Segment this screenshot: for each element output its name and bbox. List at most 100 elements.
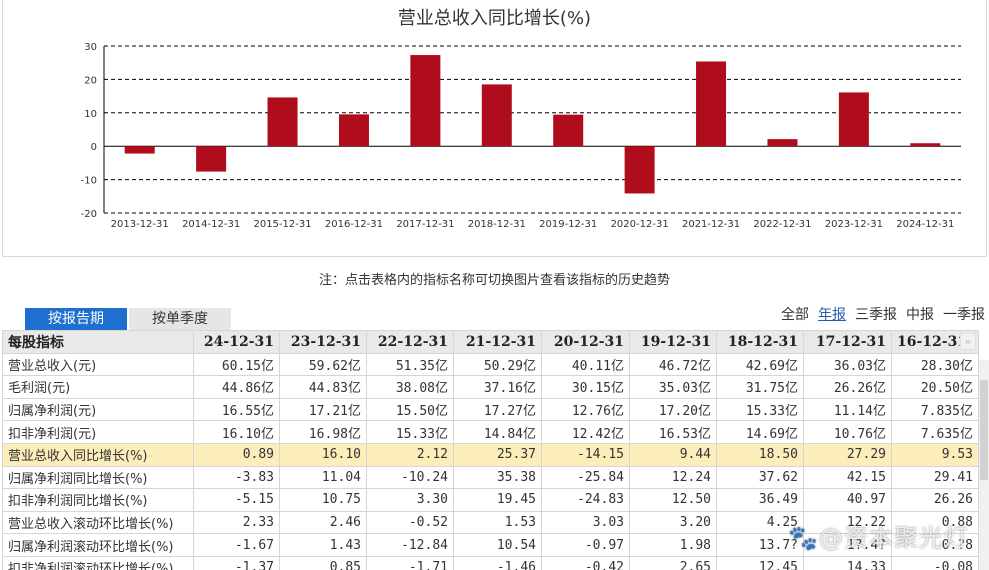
table-cell: 46.72亿 [629, 352, 717, 377]
bar[interactable] [553, 114, 584, 147]
table-cell: 50.29亿 [453, 352, 542, 377]
table-cell: -1.46 [453, 555, 542, 570]
y-tick-label: -10 [81, 176, 97, 187]
indicator-name-link[interactable]: 扣非净利润同比增长(%) [2, 488, 194, 512]
table-cell: 16.10亿 [193, 420, 280, 444]
table-cell: 2.33 [193, 510, 280, 535]
table-cell: -0.97 [541, 533, 630, 557]
x-tick-label: 2024-12-31 [896, 219, 954, 230]
table-cell: 16.53亿 [629, 420, 717, 444]
header-indicator: 每股指标 [2, 330, 194, 354]
column-header: 19-12-31 [629, 330, 717, 354]
table-cell: 7.635亿 [891, 420, 979, 444]
table-cell: 3.30 [366, 488, 454, 512]
bar[interactable] [481, 84, 512, 147]
table-cell: 0.85 [279, 555, 367, 570]
bar[interactable] [767, 139, 798, 147]
x-tick-label: 2013-12-31 [111, 219, 169, 230]
table-header-row: 每股指标 24-12-31 23-12-31 22-12-31 21-12-31… [2, 330, 979, 354]
indicator-name-link[interactable]: 营业总收入同比增长(%) [2, 442, 194, 467]
table-cell: 15.33亿 [716, 397, 804, 422]
table-cell: 9.44 [629, 442, 717, 467]
indicator-name-link[interactable]: 扣非净利润(元) [2, 420, 194, 444]
x-tick-label: 2022-12-31 [753, 219, 811, 230]
table-cell: 12.42亿 [541, 420, 630, 444]
table-cell: 3.20 [629, 510, 717, 535]
table-cell: 0.89 [193, 442, 280, 467]
table-cell: 15.33亿 [366, 420, 454, 444]
bar[interactable] [196, 146, 227, 172]
bar[interactable] [696, 61, 727, 147]
table-cell: 42.15 [803, 465, 892, 490]
table-cell: 0.88 [891, 510, 979, 535]
table-cell: 14.69亿 [716, 420, 804, 444]
table-cell: -1.37 [193, 555, 280, 570]
filter-all[interactable]: 全部 [781, 307, 809, 323]
table-cell: 0.?8 [891, 533, 979, 557]
table-cell: 1.53 [453, 510, 542, 535]
scrollbar-thumb[interactable] [980, 380, 988, 480]
table-cell: 7.835亿 [891, 397, 979, 422]
column-header: 20-12-31 [541, 330, 630, 354]
table-cell: 35.38 [453, 465, 542, 490]
table-cell: -25.84 [541, 465, 630, 490]
indicator-name-link[interactable]: 营业总收入滚动环比增长(%) [2, 510, 194, 535]
tab-by-report-period[interactable]: 按报告期 [25, 308, 127, 330]
indicator-name-link[interactable]: 归属净利润滚动环比增长(%) [2, 533, 194, 557]
hint-note: 注：点击表格内的指标名称可切换图片查看该指标的历史趋势 [318, 273, 670, 288]
table-cell: -12.84 [366, 533, 454, 557]
table-cell: 26.26 [891, 488, 979, 512]
table-cell: -24.83 [541, 488, 630, 512]
table-cell: 25.37 [453, 442, 542, 467]
table-cell: 17.21亿 [279, 397, 367, 422]
table-cell: 12.24 [629, 465, 717, 490]
scroll-right-icon[interactable]: » [960, 333, 976, 350]
indicator-name-link[interactable]: 营业总收入(元) [2, 352, 194, 377]
table-row: 扣非净利润滚动环比增长(%) -1.37 0.85 -1.71 -1.46 -0.42 2.… [2, 555, 979, 570]
x-tick-label: 2014-12-31 [182, 219, 240, 230]
table-cell: 2.12 [366, 442, 454, 467]
chart-title: 营业总收入同比增长(%) [397, 8, 592, 29]
period-filter: 全部 年报 三季报 中报 一季报 [781, 304, 985, 324]
table-cell: 12.50 [629, 488, 717, 512]
table-cell: 17.27亿 [453, 397, 542, 422]
table-cell: 11.04 [279, 465, 367, 490]
table-cell: 12.76亿 [541, 397, 630, 422]
bar[interactable] [624, 146, 655, 194]
bar[interactable] [338, 114, 369, 147]
table-cell: 1?.4? [803, 533, 892, 557]
indicator-name-link[interactable]: 扣非净利润滚动环比增长(%) [2, 555, 194, 570]
bar[interactable] [124, 146, 155, 154]
bar[interactable] [410, 55, 441, 147]
table-cell: 13.7? [716, 533, 804, 557]
table-cell: 17.20亿 [629, 397, 717, 422]
table-cell: -3.83 [193, 465, 280, 490]
table-cell: 28.30亿 [891, 352, 979, 377]
table-cell: 29.41 [891, 465, 979, 490]
filter-q1[interactable]: 一季报 [943, 307, 985, 323]
indicator-name-link[interactable]: 毛利润(元) [2, 375, 194, 399]
table-cell: 10.76亿 [803, 420, 892, 444]
table-cell: 37.16亿 [453, 375, 542, 399]
chart-panel: 营业总收入同比增长(%) 30 20 10 0 -10 -20 2013-12-31 2014… [2, 0, 987, 257]
table-cell: -1.71 [366, 555, 454, 570]
table-cell: 38.08亿 [366, 375, 454, 399]
filter-annual[interactable]: 年报 [818, 307, 846, 323]
vertical-scrollbar[interactable] [979, 360, 989, 570]
column-header: 23-12-31 [279, 330, 367, 354]
table-cell: -10.24 [366, 465, 454, 490]
indicator-name-link[interactable]: 归属净利润(元) [2, 397, 194, 422]
filter-q3[interactable]: 三季报 [855, 307, 897, 323]
table-cell: 31.75亿 [716, 375, 804, 399]
bar[interactable] [910, 143, 941, 147]
column-header: 17-12-31 [803, 330, 892, 354]
filter-interim[interactable]: 中报 [906, 307, 934, 323]
column-header: 18-12-31 [716, 330, 804, 354]
table-cell: 59.62亿 [279, 352, 367, 377]
table-cell: 4.25 [716, 510, 804, 535]
indicator-name-link[interactable]: 归属净利润同比增长(%) [2, 465, 194, 490]
table-cell: 12.45 [716, 555, 804, 570]
bar[interactable] [838, 92, 869, 147]
bar[interactable] [267, 97, 298, 147]
tab-by-single-quarter[interactable]: 按单季度 [129, 308, 231, 330]
